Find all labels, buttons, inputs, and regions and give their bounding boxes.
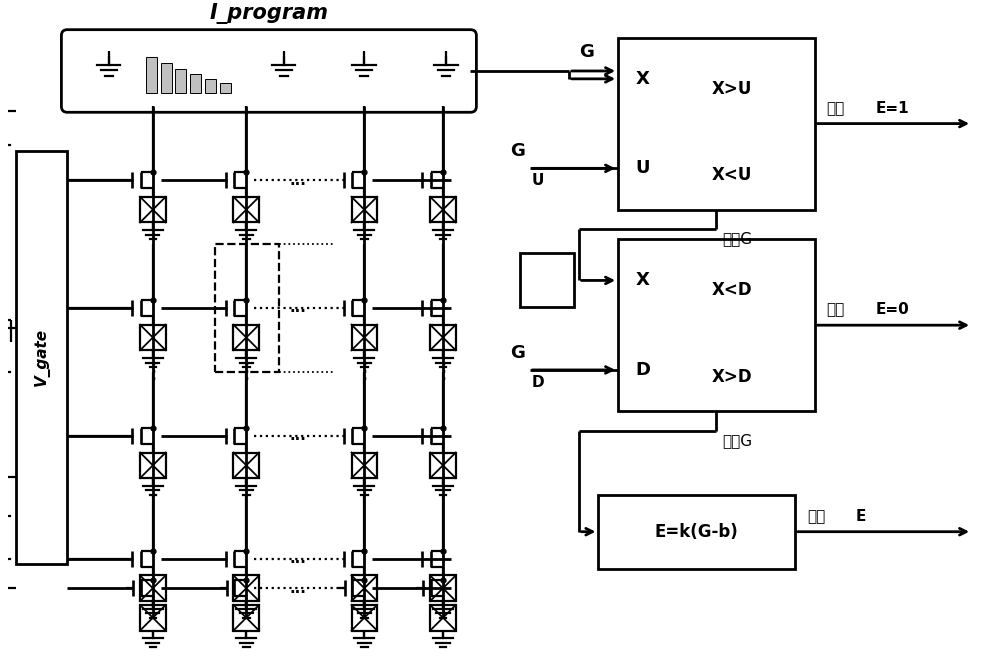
Bar: [146, 57, 157, 93]
Bar: [233, 605, 259, 630]
Text: 输出G: 输出G: [722, 231, 752, 246]
Bar: [430, 453, 456, 478]
Bar: [430, 575, 456, 601]
Bar: [233, 197, 259, 222]
Text: U: U: [636, 160, 650, 177]
Bar: [161, 63, 172, 93]
Bar: [520, 254, 574, 307]
Bar: [140, 575, 166, 601]
Bar: [352, 575, 377, 601]
Bar: [233, 575, 259, 601]
Text: ...: ...: [290, 173, 307, 187]
Text: ⋮: ⋮: [432, 362, 454, 382]
Bar: [233, 324, 259, 350]
Text: 输出: 输出: [826, 101, 845, 116]
Text: ⋮: ⋮: [142, 362, 164, 382]
Text: G: G: [510, 142, 525, 160]
Bar: [175, 69, 186, 93]
Bar: [352, 324, 377, 350]
Bar: [618, 38, 815, 210]
Text: I_program: I_program: [209, 3, 328, 24]
Bar: [215, 244, 279, 372]
Text: ⋮: ⋮: [235, 362, 257, 382]
Bar: [220, 83, 231, 93]
Bar: [140, 605, 166, 630]
Text: G: G: [579, 43, 594, 61]
Bar: [430, 324, 456, 350]
Bar: [140, 324, 166, 350]
Bar: [430, 605, 456, 630]
Text: D: D: [636, 361, 651, 379]
Text: V_gate: V_gate: [34, 328, 50, 386]
Bar: [140, 453, 166, 478]
Text: ...: ...: [290, 551, 307, 566]
Text: X>U: X>U: [712, 79, 752, 98]
Text: X<D: X<D: [712, 281, 752, 299]
Text: ...: ...: [290, 428, 307, 444]
Text: E=1: E=1: [876, 101, 909, 116]
Bar: [598, 495, 795, 569]
Bar: [140, 197, 166, 222]
Bar: [352, 453, 377, 478]
Text: U: U: [531, 173, 544, 188]
Text: X<U: X<U: [712, 166, 752, 184]
FancyBboxPatch shape: [61, 30, 476, 113]
Bar: [430, 197, 456, 222]
Text: X>D: X>D: [712, 368, 752, 386]
Bar: [16, 151, 67, 563]
Text: E=0: E=0: [876, 303, 909, 317]
Text: ...: ...: [290, 301, 307, 316]
Bar: [190, 74, 201, 93]
Text: E=k(G-b): E=k(G-b): [655, 523, 739, 541]
Bar: [233, 453, 259, 478]
Bar: [205, 79, 216, 93]
Text: ...: ...: [290, 581, 307, 596]
Text: E: E: [856, 509, 866, 524]
Text: X: X: [636, 271, 650, 289]
Text: ⋮: ⋮: [353, 362, 375, 382]
Text: 输出: 输出: [807, 509, 825, 524]
Bar: [352, 197, 377, 222]
Text: 输出G: 输出G: [722, 433, 752, 448]
Bar: [352, 605, 377, 630]
Text: D: D: [531, 375, 544, 390]
Text: 输出: 输出: [826, 303, 845, 317]
Bar: [618, 239, 815, 411]
Text: X: X: [636, 70, 650, 88]
Text: G: G: [510, 344, 525, 362]
